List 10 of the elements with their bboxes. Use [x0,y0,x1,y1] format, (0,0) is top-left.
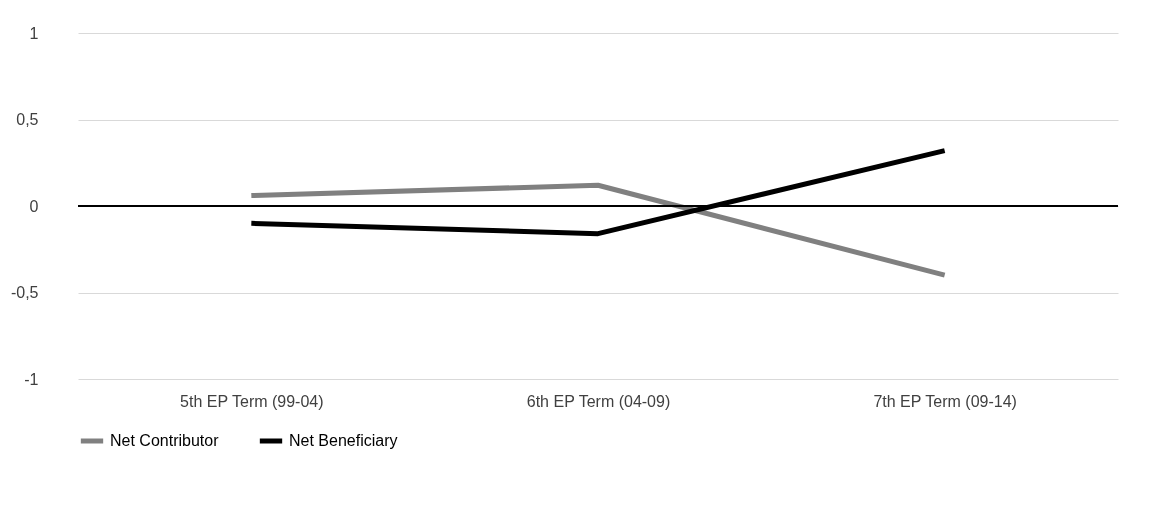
y-tick-label: 1 [29,24,39,42]
y-tick-label: 0 [29,197,39,215]
y-tick-label: -1 [24,370,39,388]
x-tick-label: 7th EP Term (09-14) [873,392,1017,410]
legend-label: Net Beneficiary [289,432,398,449]
y-tick-label: 0,5 [16,111,39,128]
legend-label: Net Contributor [110,432,220,449]
y-tick-label: -0,5 [10,284,39,301]
x-tick-label: 6th EP Term (04-09) [526,392,671,410]
x-tick-label: 5th EP Term (99-04) [180,392,324,410]
